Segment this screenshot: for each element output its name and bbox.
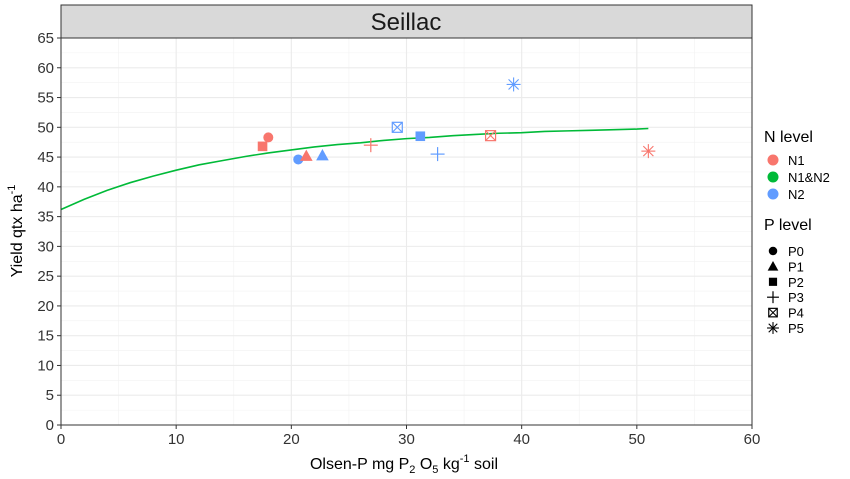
legend-p-title: P level [764,217,812,234]
fit-curve-line [60,127,649,211]
data-point-n2-p1 [316,148,329,161]
x-axis-title-tail: soil [470,456,498,473]
y-tick-label: 45 [37,149,54,166]
marker-circle [293,154,304,165]
x-axis-title-sup: -1 [460,453,470,465]
data-point-n1-p3 [363,138,378,153]
legend-n-title: N level [764,129,813,146]
facet-title: Seillac [371,9,442,36]
x-axis-title-sub: 2 [409,464,415,476]
marker-boxx-diag2 [391,121,403,133]
legend-p-label: P3 [788,290,804,305]
legend-n-key-n1 [767,154,779,166]
marker-circle [768,246,778,256]
legend-p-label: P2 [788,275,804,290]
marker-boxx-frame [391,121,403,133]
data-point-n1-p5 [641,144,656,159]
legend-n-label: N2 [788,187,805,202]
y-tick-label: 50 [37,119,54,136]
marker-star-d2 [768,323,778,333]
data-point-n2-p3 [430,147,445,162]
x-axis-title-main: Olsen-P mg P [310,456,409,473]
y-tick-label: 35 [37,209,54,226]
data-point-n2-p2 [415,131,426,142]
x-tick-label: 0 [57,431,65,448]
marker-boxx-diag2 [485,130,496,142]
fit-line-group [60,127,649,211]
x-axis-title-sub2: 5 [432,464,438,476]
legend-n-label: N1&N2 [788,170,830,185]
data-points [257,77,656,165]
legend-p-key-p4 [768,307,778,318]
marker-boxx-frame [768,307,778,318]
marker-triangle [300,149,313,161]
marker-star-d2 [642,145,654,157]
data-point-n2-p4 [391,121,403,133]
legend-n-level: N level N1 N1&N2 N2 [764,129,830,202]
y-axis-title: Yield qtx ha-1 [6,185,26,278]
legend-p-label: P0 [788,244,804,259]
legend-n-key-n2 [767,188,779,200]
marker-boxx-diag2 [768,307,778,318]
marker-square [415,131,426,142]
x-axis-title-end: kg [438,456,459,473]
data-point-n2-p5 [506,77,521,92]
marker-boxx-frame [484,130,497,142]
legend-p-label: P4 [788,306,804,321]
data-point-n1-p4 [484,130,497,142]
y-axis-title-sup: -1 [6,185,18,195]
legend-p-key-p3 [767,291,779,304]
x-tick-label: 40 [513,431,530,448]
y-tick-label: 65 [37,30,54,47]
legend-p-key-p2 [768,277,778,286]
x-tick-label: 60 [744,431,761,448]
y-axis-title-main: Yield qtx ha [9,194,26,277]
marker-circle [263,132,274,143]
x-tick-label: 50 [628,431,645,448]
y-tick-label: 15 [37,328,54,345]
data-point-n1-p1 [300,149,313,161]
legend-n-label: N1 [788,153,805,168]
marker-triangle [316,148,329,161]
x-tick-label: 30 [398,431,415,448]
marker-star-d2 [508,79,520,90]
legend-p-key-p0 [768,246,778,256]
y-tick-label: 25 [37,268,54,285]
legend-p-key-p5 [767,322,779,334]
facet-strip [60,4,753,39]
x-axis-ticks: 0 10 20 30 40 50 60 [57,425,761,448]
data-point-n1-p2 [257,141,268,152]
x-axis-title-mid: O [415,456,432,473]
y-tick-label: 0 [46,417,54,434]
x-axis-title: Olsen-P mg P2 O5 kg-1 soil [310,453,498,476]
data-point-n2-p0 [293,154,304,165]
y-tick-label: 30 [37,238,54,255]
y-tick-label: 55 [37,90,54,107]
legend-p-label: P5 [788,321,804,336]
legend-p-label: P1 [788,259,804,274]
x-tick-label: 20 [283,431,300,448]
y-tick-label: 60 [37,60,54,77]
y-axis-ticks: 0 5 10 15 20 25 30 35 40 45 50 55 60 65 [37,30,61,434]
x-tick-label: 10 [168,431,185,448]
legend-p-key-p1 [767,261,779,271]
marker-square [257,141,268,152]
y-tick-label: 5 [46,387,54,404]
y-tick-label: 10 [37,357,54,374]
y-tick-label: 20 [37,298,54,315]
legend-n-key-n1-n2 [767,171,779,183]
marker-square [768,277,778,286]
data-point-n1-p0 [263,132,274,143]
marker-triangle [767,261,779,271]
y-tick-label: 40 [37,179,54,196]
